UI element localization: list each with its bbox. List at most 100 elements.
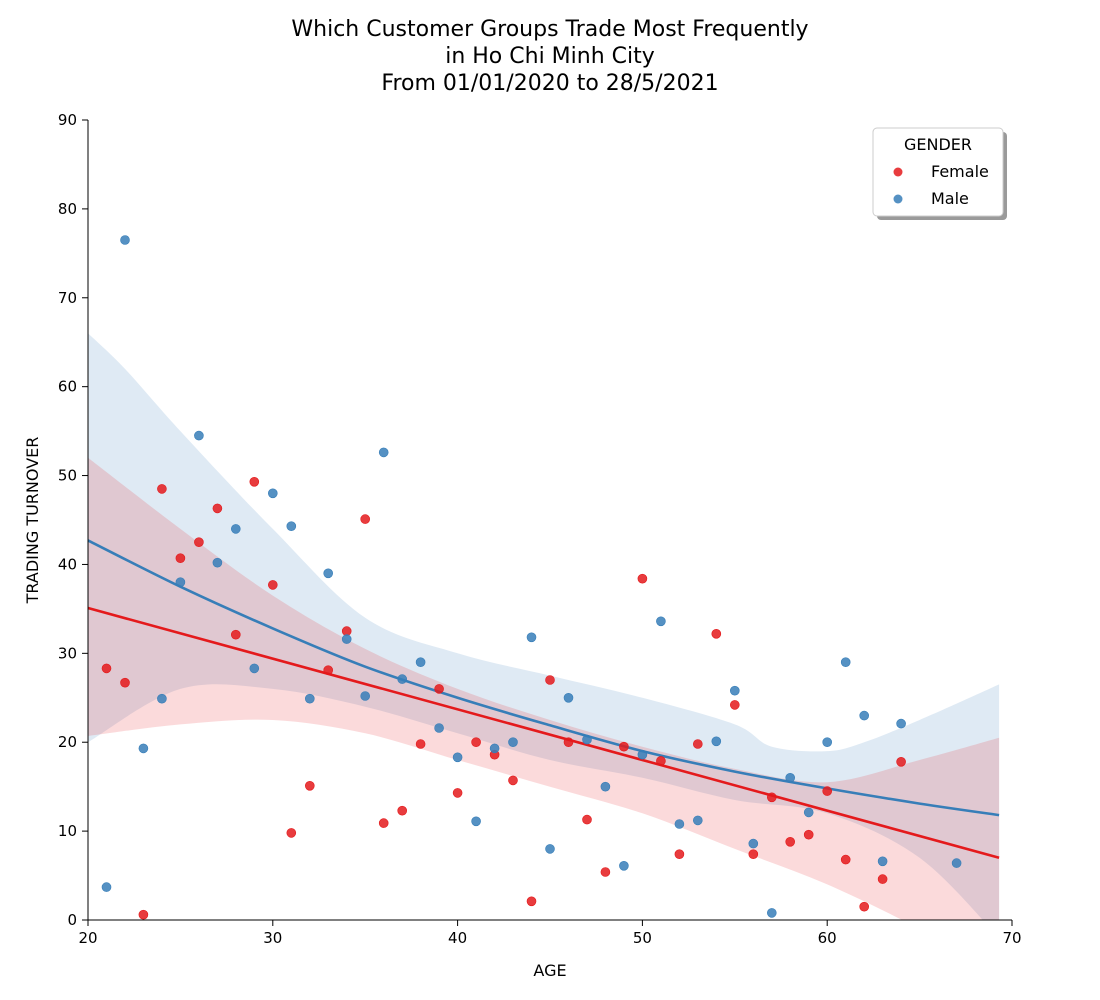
- point-male-35: [748, 838, 759, 849]
- point-female-38: [803, 829, 814, 840]
- point-female-41: [859, 901, 870, 912]
- point-female-17: [415, 739, 426, 749]
- point-male-2: [138, 743, 149, 754]
- axes: [87, 120, 1012, 921]
- x-tick-label: 40: [448, 929, 467, 947]
- regression-lines: [87, 539, 1000, 860]
- point-female-5: [194, 537, 204, 548]
- point-female-12: [323, 665, 334, 676]
- fit-line-female: [87, 606, 1000, 860]
- point-male-34: [729, 685, 740, 696]
- point-female-32: [692, 739, 703, 749]
- x-tick-label: 50: [633, 929, 652, 947]
- x-axis-label: AGE: [533, 961, 566, 980]
- point-male-24: [545, 844, 555, 854]
- point-male-5: [194, 430, 204, 441]
- ci-band-male: [88, 333, 1000, 920]
- y-axis-label: TRADING TURNOVER: [23, 437, 42, 605]
- point-female-18: [434, 684, 444, 694]
- point-male-40: [840, 657, 851, 668]
- point-female-28: [619, 741, 629, 752]
- x-tick-label: 70: [1002, 929, 1021, 947]
- point-male-33: [711, 736, 722, 747]
- point-male-8: [249, 663, 260, 674]
- point-female-29: [637, 573, 648, 584]
- y-tick-label: 40: [58, 555, 77, 573]
- y-tick-label: 80: [58, 200, 77, 218]
- x-tick-label: 30: [263, 929, 282, 947]
- legend-marker-male: [893, 194, 903, 204]
- y-tick-label: 10: [58, 822, 77, 840]
- point-male-26: [582, 734, 592, 745]
- point-female-13: [341, 626, 352, 636]
- legend-marker-female: [893, 167, 903, 177]
- point-male-0: [101, 882, 112, 892]
- point-male-39: [822, 737, 833, 748]
- point-male-38: [803, 807, 814, 818]
- point-female-3: [157, 484, 167, 494]
- y-tick-label: 0: [67, 911, 77, 929]
- point-male-36: [766, 908, 777, 918]
- point-female-37: [785, 836, 796, 847]
- point-male-17: [415, 657, 426, 668]
- chart-title: Which Customer Groups Trade Most Frequen…: [0, 16, 1100, 97]
- point-male-19: [452, 752, 463, 763]
- point-female-43: [896, 756, 906, 767]
- point-female-11: [304, 780, 315, 791]
- point-female-16: [397, 805, 408, 816]
- chart-title-line-1: Which Customer Groups Trade Most Frequen…: [291, 17, 809, 42]
- point-male-4: [175, 577, 186, 588]
- ci-band-female: [88, 457, 1000, 920]
- point-female-4: [175, 553, 186, 564]
- y-tick-label: 70: [58, 289, 77, 307]
- x-tick-label: 60: [818, 929, 837, 947]
- y-tick-label: 30: [58, 644, 77, 662]
- point-female-15: [378, 818, 389, 828]
- point-female-25: [563, 737, 574, 748]
- point-male-18: [434, 723, 444, 733]
- y-tick-label: 60: [58, 378, 77, 396]
- point-female-19: [452, 788, 463, 798]
- point-male-31: [674, 819, 685, 829]
- point-female-9: [267, 580, 278, 590]
- data-points: [101, 235, 962, 920]
- point-female-33: [711, 628, 722, 639]
- point-female-30: [656, 756, 666, 766]
- point-female-27: [600, 867, 611, 877]
- point-male-41: [859, 710, 870, 721]
- point-male-30: [656, 616, 666, 627]
- point-female-40: [840, 854, 851, 865]
- point-female-6: [212, 503, 223, 514]
- point-male-21: [489, 743, 500, 754]
- point-female-22: [508, 775, 518, 786]
- point-female-39: [822, 786, 833, 796]
- point-female-35: [748, 849, 759, 860]
- point-male-32: [692, 815, 703, 826]
- point-male-43: [896, 718, 906, 729]
- legend-label-female: Female: [931, 162, 989, 181]
- point-female-14: [360, 514, 371, 524]
- point-male-29: [637, 749, 648, 760]
- point-male-10: [286, 521, 297, 532]
- point-male-37: [785, 772, 796, 783]
- point-female-42: [877, 874, 888, 884]
- point-female-23: [545, 675, 555, 685]
- chart-title-line-3: From 01/01/2020 to 28/5/2021: [381, 71, 719, 96]
- point-female-31: [674, 849, 685, 860]
- confidence-bands: [88, 333, 1000, 920]
- point-female-1: [120, 677, 130, 688]
- fit-line-male: [87, 539, 1000, 817]
- point-male-14: [360, 691, 371, 701]
- point-female-24: [526, 896, 537, 907]
- point-male-9: [267, 488, 278, 499]
- point-male-11: [304, 693, 315, 704]
- point-male-16: [397, 674, 408, 684]
- point-female-36: [766, 792, 777, 803]
- legend-box: [872, 127, 1004, 217]
- point-male-20: [471, 816, 481, 827]
- point-male-42: [877, 856, 888, 867]
- y-tick-label: 20: [58, 733, 77, 751]
- point-female-0: [101, 663, 112, 674]
- x-ticks: 20 30 40 50 60 70: [78, 920, 1022, 947]
